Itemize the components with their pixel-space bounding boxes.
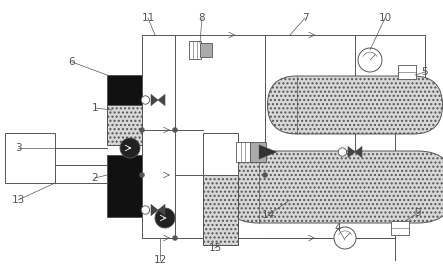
Text: 5: 5: [422, 67, 428, 77]
Text: 12: 12: [153, 255, 167, 265]
Circle shape: [141, 96, 150, 104]
Bar: [203, 175, 238, 245]
Bar: [107, 155, 142, 217]
Text: 7: 7: [302, 13, 308, 23]
Text: 2: 2: [92, 173, 98, 183]
Circle shape: [155, 208, 175, 228]
Text: 3: 3: [15, 143, 21, 153]
Polygon shape: [158, 204, 165, 216]
Polygon shape: [355, 146, 362, 158]
Polygon shape: [158, 94, 165, 106]
Bar: [398, 65, 416, 79]
Circle shape: [263, 172, 268, 177]
Text: 1: 1: [92, 103, 98, 113]
Bar: [107, 105, 142, 145]
Polygon shape: [151, 94, 158, 106]
Text: 8: 8: [199, 13, 205, 23]
Bar: [107, 75, 142, 145]
Bar: [107, 155, 142, 217]
Text: 10: 10: [378, 13, 392, 23]
Bar: [200, 43, 212, 57]
Bar: [250, 142, 266, 162]
Bar: [391, 221, 409, 235]
FancyBboxPatch shape: [222, 151, 443, 223]
Circle shape: [358, 48, 382, 72]
Text: 4: 4: [335, 223, 341, 233]
Circle shape: [172, 128, 178, 133]
Polygon shape: [348, 146, 355, 158]
Circle shape: [140, 172, 144, 177]
Text: 14: 14: [261, 210, 275, 220]
Text: 11: 11: [141, 13, 155, 23]
FancyBboxPatch shape: [268, 76, 443, 134]
Text: 15: 15: [208, 243, 222, 253]
Polygon shape: [151, 204, 158, 216]
Circle shape: [334, 227, 356, 249]
Text: 13: 13: [12, 195, 25, 205]
Bar: [107, 75, 142, 105]
Circle shape: [140, 128, 144, 133]
Bar: [203, 133, 238, 245]
Bar: [236, 142, 250, 162]
Circle shape: [141, 206, 150, 214]
Bar: [189, 41, 201, 59]
Circle shape: [120, 138, 140, 158]
Bar: [203, 133, 238, 175]
Polygon shape: [259, 145, 277, 159]
Text: 9: 9: [415, 208, 421, 218]
Text: 6: 6: [69, 57, 75, 67]
Circle shape: [338, 148, 346, 156]
Bar: [5, 133, 55, 183]
Circle shape: [172, 235, 178, 241]
